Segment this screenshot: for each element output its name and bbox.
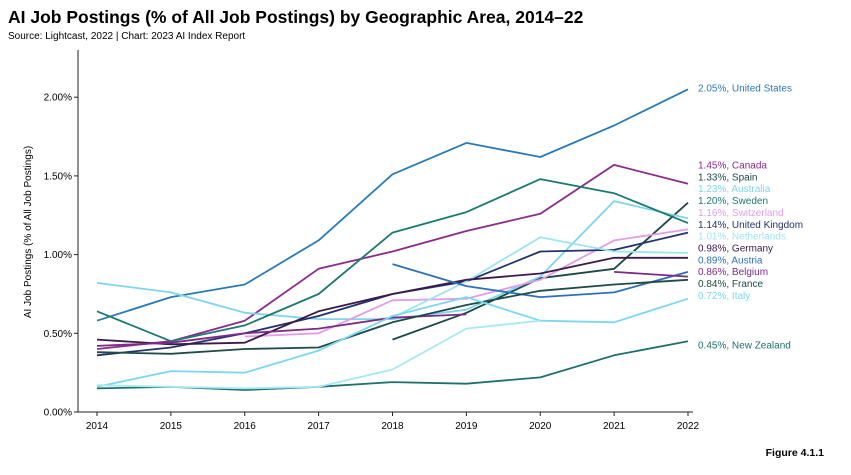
series-line-new-zealand — [96, 340, 689, 391]
series-line-netherlands — [392, 236, 689, 319]
series-end-label: 1.14%, United Kingdom — [698, 220, 803, 231]
series-line-switzerland — [244, 228, 689, 338]
x-tick-label: 2019 — [455, 421, 478, 432]
y-tick-label: 1.00% — [44, 250, 72, 261]
series-line-unlabeled — [96, 319, 541, 390]
series-line-austria — [392, 263, 689, 299]
series-line-sweden — [96, 178, 689, 343]
x-tick-label: 2018 — [381, 421, 404, 432]
series-line-united-states — [96, 88, 689, 322]
y-tick-label: 0.00% — [44, 408, 72, 419]
series-line-italy — [96, 296, 689, 388]
series-line-canada — [96, 163, 689, 350]
series-labels: 2.05%, United States 1.45%, Canada1.33%, … — [698, 84, 803, 352]
series-line-germany — [96, 256, 688, 346]
y-tick-label: 1.50% — [44, 171, 72, 182]
series-line-australia — [96, 200, 689, 321]
x-tick-label: 2016 — [234, 421, 257, 432]
series-end-label: 1.45%, Canada — [698, 161, 767, 172]
y-axis-label: AI Job Postings (% of All Job Postings) — [23, 146, 34, 318]
series-line-belgium — [614, 271, 689, 278]
series-end-label: 1.20%, Sweden — [698, 196, 768, 207]
y-tick-label: 2.00% — [44, 93, 72, 104]
chart-title: AI Job Postings (% of All Job Postings) … — [8, 7, 584, 27]
series-end-label: 0.84%, France — [698, 279, 763, 290]
series-end-label: 0.89%, Austria — [698, 255, 763, 266]
series-end-label: 1.33%, Spain — [698, 172, 758, 183]
series-end-label: 2.05%, United States — [698, 84, 792, 95]
x-tick-label: 2014 — [86, 421, 109, 432]
series-end-label: 1.23%, Australia — [698, 184, 771, 195]
series-line-belgium — [96, 313, 467, 347]
series-lines — [96, 88, 689, 391]
x-tick-label: 2017 — [308, 421, 331, 432]
series-line-france — [96, 278, 689, 355]
x-tick-label: 2015 — [160, 421, 183, 432]
series-end-label: 0.72%, Italy — [698, 291, 750, 302]
series-line-spain — [392, 202, 689, 341]
x-tick-label: 2021 — [603, 421, 626, 432]
series-end-label: 0.45%, New Zealand — [698, 341, 791, 352]
series-end-label: 0.86%, Belgium — [698, 267, 768, 278]
chart-source: Source: Lightcast, 2022 | Chart: 2023 AI… — [8, 31, 246, 42]
x-tick-label: 2022 — [677, 421, 700, 432]
y-tick-label: 0.50% — [44, 329, 72, 340]
x-tick-label: 2020 — [529, 421, 552, 432]
figure-label: Figure 4.1.1 — [765, 447, 824, 459]
series-end-label: 0.98%, Germany — [698, 243, 773, 254]
axes: 0.00% 0.50% 1.00% 1.50% 2.00% 2014 2015 2016 201… — [23, 50, 700, 432]
series-end-label: 1.16%, Switzerland — [698, 208, 784, 219]
series-end-label: 1.01%, Netherlands — [698, 232, 786, 243]
